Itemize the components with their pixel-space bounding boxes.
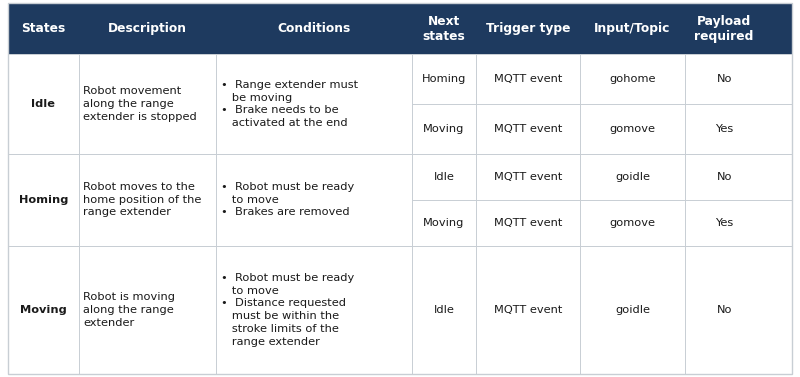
Text: Description: Description	[108, 22, 186, 35]
Text: goidle: goidle	[615, 172, 650, 182]
Text: Moving: Moving	[423, 218, 465, 228]
Text: MQTT event: MQTT event	[494, 218, 562, 228]
Text: gomove: gomove	[610, 124, 655, 134]
Text: MQTT event: MQTT event	[494, 124, 562, 134]
Text: Homing: Homing	[422, 74, 466, 84]
Text: Moving: Moving	[423, 124, 465, 134]
Text: Idle: Idle	[31, 99, 55, 109]
Bar	[8, 3, 792, 54]
Text: No: No	[717, 305, 732, 315]
Text: •  Robot must be ready
   to move
•  Distance requested
   must be within the
  : • Robot must be ready to move • Distance…	[221, 273, 354, 347]
Bar	[8, 54, 792, 154]
Text: Idle: Idle	[434, 305, 454, 315]
Text: Yes: Yes	[715, 218, 734, 228]
Text: Payload
required: Payload required	[694, 15, 754, 43]
Text: MQTT event: MQTT event	[494, 74, 562, 84]
Text: Idle: Idle	[434, 172, 454, 182]
Bar	[8, 154, 792, 246]
Text: Robot moves to the
home position of the
range extender: Robot moves to the home position of the …	[83, 182, 202, 218]
Text: Robot is moving
along the range
extender: Robot is moving along the range extender	[83, 292, 175, 328]
Text: States: States	[21, 22, 66, 35]
Text: gohome: gohome	[610, 74, 656, 84]
Text: Conditions: Conditions	[277, 22, 350, 35]
Text: No: No	[717, 74, 732, 84]
Text: No: No	[717, 172, 732, 182]
Text: MQTT event: MQTT event	[494, 305, 562, 315]
Text: Yes: Yes	[715, 124, 734, 134]
Text: Robot movement
along the range
extender is stopped: Robot movement along the range extender …	[83, 86, 197, 122]
Text: Homing: Homing	[18, 195, 68, 205]
Text: Moving: Moving	[20, 305, 66, 315]
Text: Input/Topic: Input/Topic	[594, 22, 670, 35]
Text: gomove: gomove	[610, 218, 655, 228]
Text: goidle: goidle	[615, 305, 650, 315]
Bar	[8, 246, 792, 374]
Text: MQTT event: MQTT event	[494, 172, 562, 182]
Text: •  Robot must be ready
   to move
•  Brakes are removed: • Robot must be ready to move • Brakes a…	[221, 182, 354, 218]
Text: •  Range extender must
   be moving
•  Brake needs to be
   activated at the end: • Range extender must be moving • Brake …	[221, 80, 358, 128]
Text: Next
states: Next states	[422, 15, 466, 43]
Text: Trigger type: Trigger type	[486, 22, 570, 35]
